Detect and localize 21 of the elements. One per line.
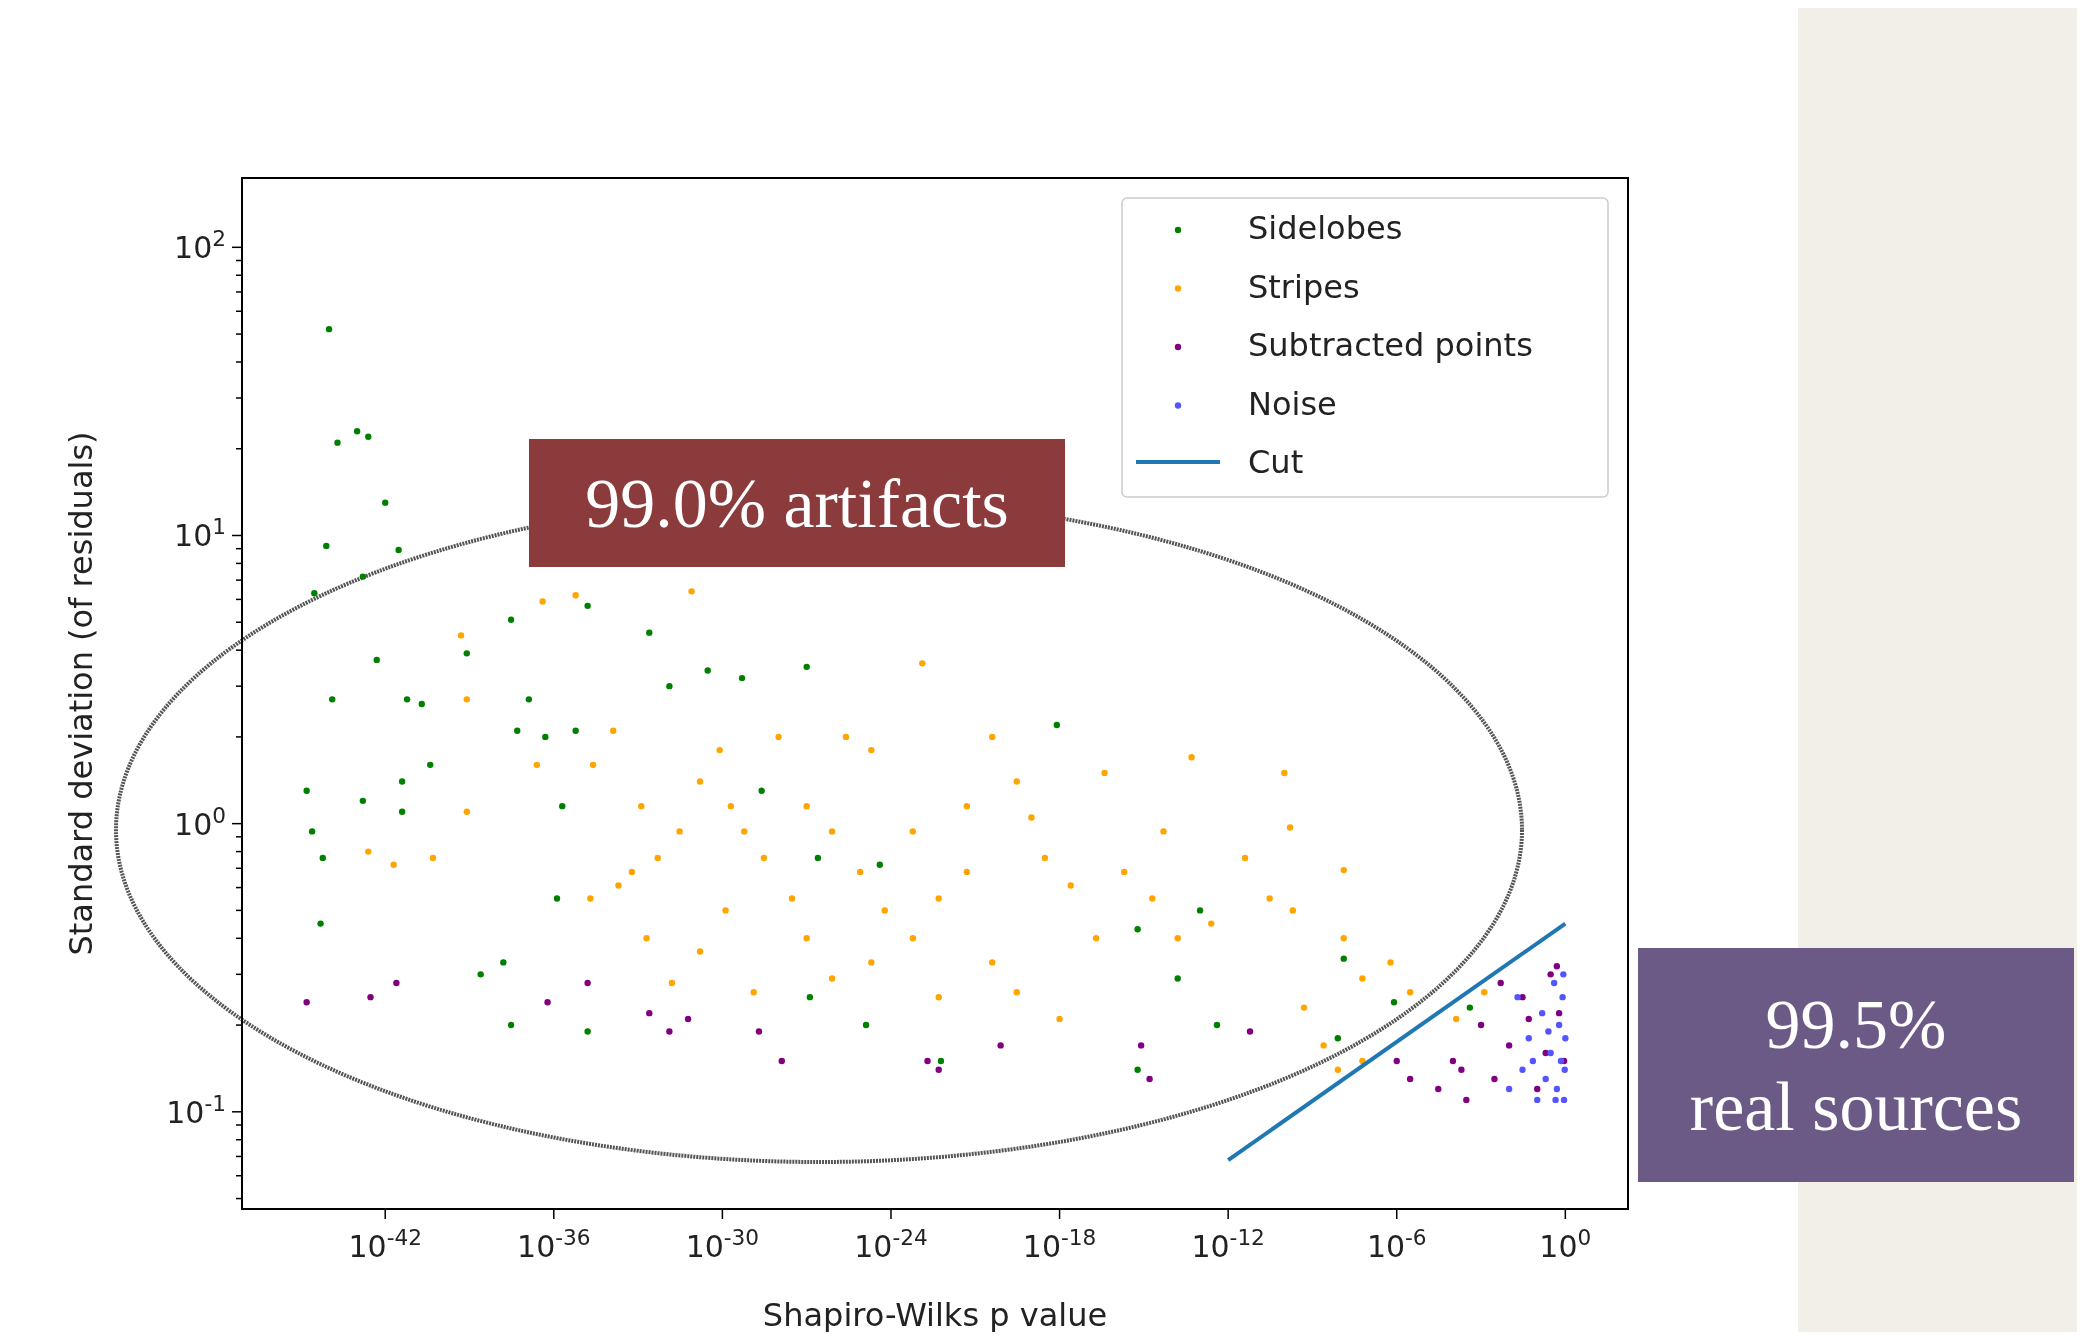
x-tick-label: 10$^{-12}$ bbox=[1191, 1224, 1265, 1264]
x-tick-label: 10$^{-42}$ bbox=[348, 1224, 422, 1264]
y-axis-title: Standard deviation (of residuals) bbox=[62, 431, 100, 956]
y-tick-label: 10$^{0}$ bbox=[174, 802, 226, 842]
x-tick-label: 10$^{-30}$ bbox=[685, 1224, 760, 1264]
legend-label: Sidelobes bbox=[1248, 209, 1403, 247]
legend-label: Cut bbox=[1248, 443, 1304, 481]
annotation: 99.0% artifacts bbox=[585, 465, 1009, 542]
y-tick-label: 10$^{1}$ bbox=[174, 513, 226, 554]
x-tick-label: 10$^{-18}$ bbox=[1022, 1224, 1097, 1264]
text: 99.5% real sources bbox=[1689, 986, 2023, 1145]
x-tick-label: 10$^{-6}$ bbox=[1366, 1224, 1427, 1264]
y-tick-label: 10$^{-1}$ bbox=[166, 1090, 226, 1130]
x-axis-title: Shapiro-Wilks p value bbox=[762, 1296, 1108, 1334]
legend-label: Stripes bbox=[1248, 267, 1360, 306]
legend-label: Subtracted points bbox=[1248, 326, 1533, 364]
y-tick-label: 10$^{2}$ bbox=[174, 225, 226, 266]
x-tick-label: 10$^{-36}$ bbox=[517, 1224, 591, 1264]
x-tick-label: 10$^{0}$ bbox=[1539, 1224, 1592, 1264]
legend-label: Noise bbox=[1248, 384, 1337, 423]
x-tick-label: 10$^{-24}$ bbox=[854, 1224, 928, 1264]
